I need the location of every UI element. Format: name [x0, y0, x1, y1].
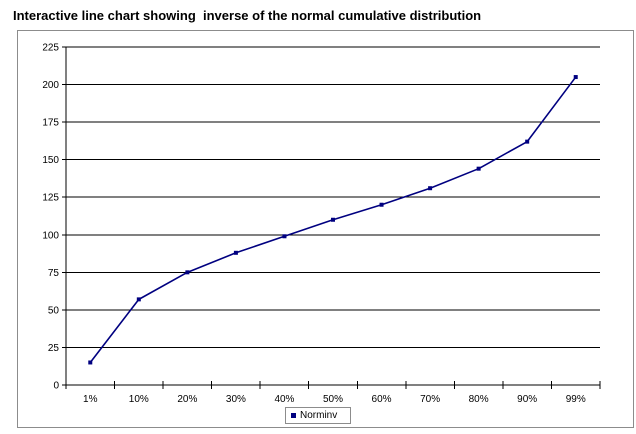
y-tick-label-225: 225: [42, 43, 59, 54]
x-tick-label-4: 40%: [274, 394, 294, 405]
data-point-0-2: [185, 270, 190, 275]
y-tick-label-175: 175: [42, 118, 59, 129]
x-tick-label-10: 99%: [566, 394, 586, 405]
x-tick-label-2: 20%: [177, 394, 197, 405]
x-tick-label-3: 30%: [226, 394, 246, 405]
data-point-0-9: [525, 139, 530, 144]
x-tick-label-6: 60%: [372, 394, 392, 405]
y-tick-label-125: 125: [42, 193, 59, 204]
legend-label-norminv: Norminv: [300, 410, 338, 421]
data-point-0-8: [476, 166, 481, 171]
y-tick-label-75: 75: [48, 268, 60, 279]
chart-title: Interactive line chart showing inverse o…: [13, 8, 482, 23]
y-tick-label-100: 100: [42, 230, 59, 241]
data-point-0-3: [233, 250, 238, 255]
x-tick-label-5: 50%: [323, 394, 343, 405]
y-tick-label-0: 0: [53, 381, 59, 392]
chart-frame: [17, 30, 634, 428]
y-tick-label-25: 25: [48, 343, 60, 354]
legend: Norminv: [285, 407, 351, 424]
x-tick-label-9: 90%: [517, 394, 537, 405]
y-tick-label-200: 200: [42, 80, 59, 91]
x-tick-label-7: 70%: [420, 394, 440, 405]
data-point-0-6: [379, 202, 384, 207]
y-tick-label-50: 50: [48, 305, 60, 316]
data-point-0-1: [136, 297, 141, 302]
data-point-0-5: [331, 217, 335, 222]
data-point-0-10: [573, 75, 578, 80]
x-tick-label-1: 10%: [129, 394, 149, 405]
x-tick-label-8: 80%: [469, 394, 489, 405]
data-point-0-4: [282, 234, 287, 239]
legend-swatch: [291, 413, 296, 418]
data-point-0-0: [88, 360, 93, 365]
y-tick-label-150: 150: [42, 155, 59, 166]
x-tick-label-0: 1%: [83, 394, 98, 405]
data-point-0-7: [428, 186, 433, 191]
